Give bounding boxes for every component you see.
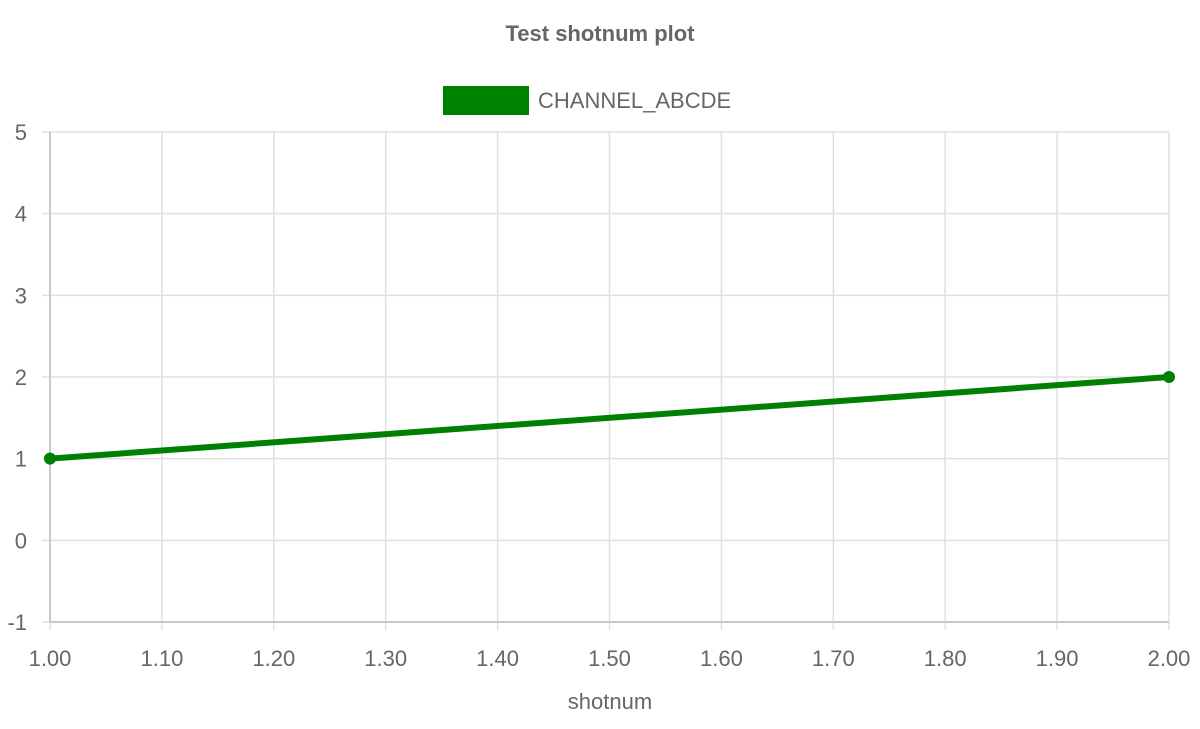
grid [42, 131, 1170, 630]
x-tick-label: 1.50 [588, 646, 631, 671]
data-point[interactable] [1163, 371, 1175, 383]
x-tick-label: 1.40 [476, 646, 519, 671]
y-tick-label: 0 [15, 528, 27, 553]
y-tick-label: 5 [15, 120, 27, 145]
x-axis-label: shotnum [568, 689, 652, 714]
legend-swatch [443, 86, 529, 115]
x-tick-label: 1.90 [1036, 646, 1079, 671]
y-tick-label: 2 [15, 365, 27, 390]
y-tick-label: 3 [15, 283, 27, 308]
legend[interactable]: CHANNEL_ABCDE [443, 86, 731, 115]
x-tick-label: 1.70 [812, 646, 855, 671]
x-tick-label: 1.20 [252, 646, 295, 671]
series-line [47, 374, 1172, 462]
x-tick-label: 1.80 [924, 646, 967, 671]
data-point[interactable] [44, 452, 56, 465]
x-tick-label: 1.60 [700, 646, 743, 671]
x-tick-label: 1.30 [364, 646, 407, 671]
y-tick-label: 4 [15, 202, 27, 227]
chart-title: Test shotnum plot [505, 21, 695, 46]
y-tick-label: 1 [15, 447, 27, 472]
y-tick-label: -1 [7, 610, 27, 635]
axes: -1 0 1 2 3 4 5 1.00 1.10 1.20 1.30 1.40 1.50 1.60 1.70… [7, 120, 1190, 671]
legend-label: CHANNEL_ABCDE [538, 88, 731, 113]
x-tick-label: 1.00 [29, 646, 72, 671]
x-tick-label: 1.10 [140, 646, 183, 671]
series-layer [44, 371, 1175, 465]
x-tick-label: 2.00 [1148, 646, 1191, 671]
